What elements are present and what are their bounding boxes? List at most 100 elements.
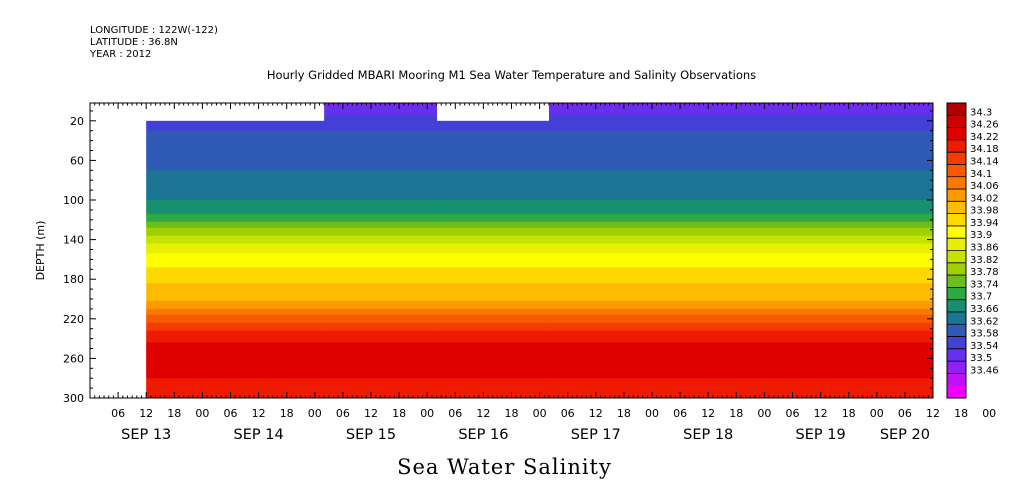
salinity-cell	[324, 257, 438, 260]
salinity-cell	[324, 112, 438, 116]
salinity-cell	[324, 198, 438, 201]
colorbar-swatch	[947, 373, 966, 387]
colorbar-label: 33.46	[970, 365, 999, 376]
x-hour-label: 18	[280, 407, 294, 420]
salinity-cell	[548, 356, 934, 359]
salinity-cell	[324, 277, 438, 280]
salinity-cell	[548, 178, 934, 181]
salinity-cell	[436, 174, 550, 177]
salinity-cell	[146, 198, 325, 201]
salinity-cell	[324, 154, 438, 157]
salinity-cell	[324, 136, 438, 140]
salinity-cell	[436, 320, 550, 324]
salinity-cell	[548, 227, 934, 231]
colorbar-swatch	[947, 275, 966, 288]
salinity-cell	[146, 170, 325, 173]
salinity-cell	[324, 342, 438, 346]
salinity-cell	[146, 291, 325, 294]
salinity-cell	[146, 316, 325, 320]
salinity-cell	[146, 186, 325, 189]
salinity-cell	[324, 170, 438, 173]
salinity-cell	[146, 122, 325, 126]
salinity-cell	[146, 283, 325, 286]
colorbar-swatch	[947, 225, 966, 239]
salinity-cell	[324, 245, 438, 249]
salinity-cell	[436, 182, 550, 185]
salinity-cell	[436, 297, 550, 300]
salinity-cell	[146, 356, 325, 359]
salinity-cell	[146, 196, 325, 199]
salinity-cell	[436, 342, 550, 346]
salinity-cell	[548, 219, 934, 223]
salinity-cell	[146, 255, 325, 258]
salinity-cell	[146, 215, 325, 219]
salinity-cell	[548, 241, 934, 245]
salinity-cell	[436, 370, 550, 373]
salinity-cell	[548, 138, 934, 142]
colorbar-label: 34.26	[970, 120, 999, 131]
salinity-cell	[548, 247, 934, 251]
salinity-cell	[324, 287, 438, 290]
x-hour-label: 18	[505, 407, 519, 420]
salinity-cell	[548, 348, 934, 351]
salinity-cell	[436, 170, 550, 173]
salinity-cell	[324, 221, 438, 225]
salinity-cell	[324, 338, 438, 342]
salinity-cell	[146, 140, 325, 144]
salinity-cell	[548, 318, 934, 322]
salinity-cell	[146, 366, 325, 369]
year-label: YEAR : 2012	[90, 49, 152, 60]
salinity-cell	[146, 128, 325, 132]
x-axis-title: Sea Water Salinity	[397, 455, 612, 479]
salinity-cell	[548, 364, 934, 367]
salinity-cell	[548, 148, 934, 152]
x-date-label: SEP 17	[571, 427, 621, 443]
salinity-cell	[436, 289, 550, 292]
salinity-cell	[436, 207, 550, 211]
salinity-cell	[324, 382, 438, 385]
salinity-cell	[146, 293, 325, 296]
salinity-cell	[324, 306, 438, 310]
salinity-cell	[548, 134, 934, 138]
salinity-cell	[548, 253, 934, 256]
salinity-cell	[436, 310, 550, 314]
salinity-cell	[146, 120, 325, 124]
data-segment	[324, 103, 438, 399]
salinity-cell	[436, 154, 550, 157]
salinity-cell	[324, 340, 438, 344]
salinity-cell	[436, 211, 550, 215]
salinity-cell	[548, 142, 934, 146]
salinity-cell	[436, 350, 550, 353]
salinity-cell	[548, 225, 934, 229]
x-hour-label: 06	[786, 407, 800, 420]
salinity-cell	[324, 302, 438, 306]
colorbar-label: 33.5	[970, 353, 992, 364]
salinity-cell	[548, 297, 934, 300]
salinity-cell	[436, 221, 550, 225]
x-date-label: SEP 19	[796, 427, 846, 443]
salinity-cell	[436, 124, 550, 128]
salinity-cell	[548, 205, 934, 209]
salinity-cell	[146, 225, 325, 229]
salinity-cell	[146, 376, 325, 379]
salinity-cell	[436, 293, 550, 296]
salinity-cell	[324, 134, 438, 138]
salinity-cell	[548, 112, 934, 116]
salinity-cell	[324, 162, 438, 165]
salinity-cell	[436, 374, 550, 377]
salinity-cell	[146, 322, 325, 326]
salinity-cell	[324, 205, 438, 209]
salinity-cell	[324, 374, 438, 377]
salinity-cell	[324, 184, 438, 187]
salinity-cell	[548, 211, 934, 215]
salinity-cell	[548, 382, 934, 385]
salinity-cell	[146, 378, 325, 381]
y-tick-label: 260	[63, 352, 84, 365]
salinity-cell	[146, 253, 325, 256]
salinity-cell	[324, 380, 438, 383]
salinity-cell	[548, 259, 934, 262]
salinity-cell	[436, 356, 550, 359]
salinity-cell	[324, 328, 438, 332]
salinity-cell	[146, 245, 325, 249]
x-hour-label: 12	[139, 407, 153, 420]
